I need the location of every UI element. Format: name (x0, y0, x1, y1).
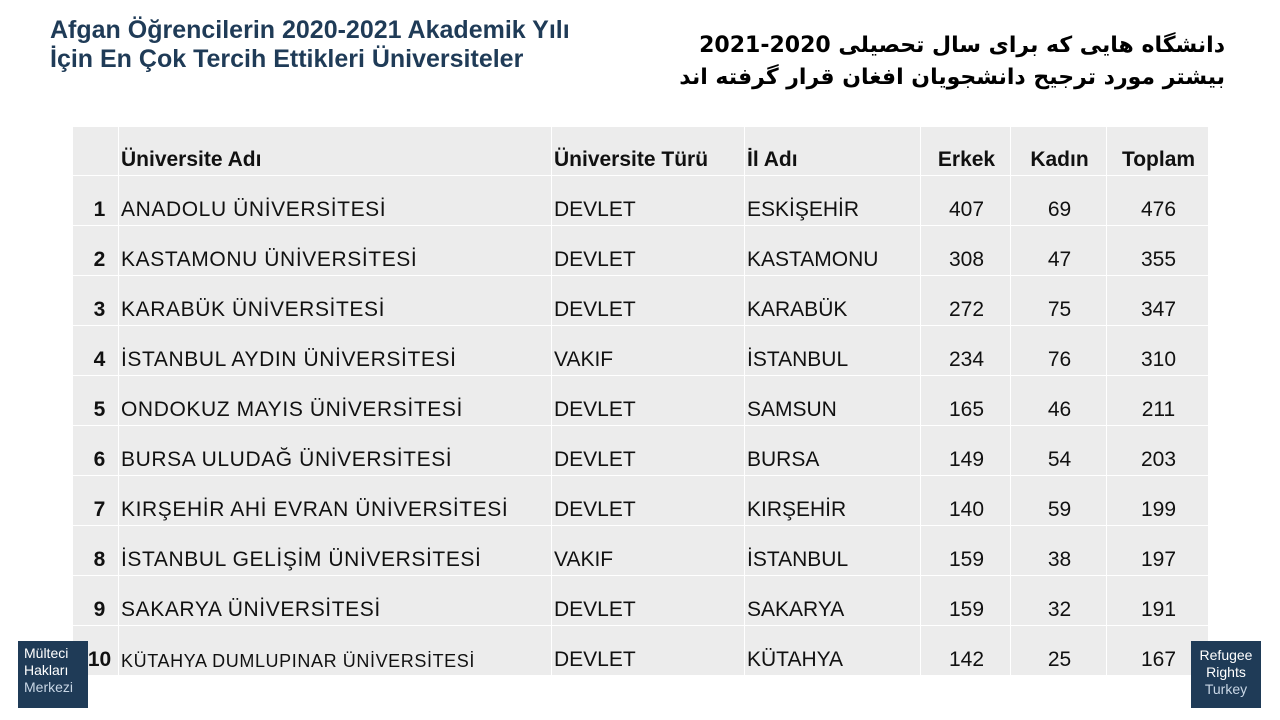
row-male: 234 (920, 325, 1011, 376)
logo-left-line-1: Mülteci (24, 645, 69, 661)
row-female: 59 (1010, 475, 1107, 526)
header-rank (72, 126, 119, 176)
row-university-type: VAKIF (551, 325, 745, 376)
row-total: 310 (1106, 325, 1209, 376)
table-header-row: Üniversite Adı Üniversite Türü İl Adı Er… (72, 126, 1209, 176)
header-total: Toplam (1106, 126, 1209, 176)
row-university-type: DEVLET (551, 575, 745, 626)
page-title-turkish: Afgan Öğrencilerin 2020-2021 Akademik Yı… (50, 16, 570, 73)
logo-right-line-2: Rights (1206, 664, 1246, 680)
row-university-type: DEVLET (551, 175, 745, 226)
row-university-name: KIRŞEHİR AHİ EVRAN ÜNİVERSİTESİ (118, 475, 552, 526)
row-total: 199 (1106, 475, 1209, 526)
row-university-type: DEVLET (551, 375, 745, 426)
logo-right-line-3: Turkey (1204, 681, 1248, 697)
row-total: 355 (1106, 225, 1209, 276)
row-rank: 3 (72, 275, 119, 326)
row-university-name: SAKARYA ÜNİVERSİTESİ (118, 575, 552, 626)
row-city: KIRŞEHİR (744, 475, 921, 526)
row-city: İSTANBUL (744, 525, 921, 576)
row-total: 211 (1106, 375, 1209, 426)
row-university-type: DEVLET (551, 625, 745, 676)
universities-table: Üniversite Adı Üniversite Türü İl Adı Er… (72, 126, 1209, 676)
header-university-name: Üniversite Adı (118, 126, 552, 176)
logo-left-line-2: Hakları (24, 662, 69, 678)
row-male: 140 (920, 475, 1011, 526)
row-city: KASTAMONU (744, 225, 921, 276)
row-total: 197 (1106, 525, 1209, 576)
row-university-name: BURSA ULUDAĞ ÜNİVERSİTESİ (118, 425, 552, 476)
table-row: 3 KARABÜK ÜNİVERSİTESİ DEVLET KARABÜK 27… (72, 275, 1209, 326)
row-rank: 7 (72, 475, 119, 526)
row-male: 407 (920, 175, 1011, 226)
header-university-type: Üniversite Türü (551, 126, 745, 176)
row-male: 149 (920, 425, 1011, 476)
row-city: BURSA (744, 425, 921, 476)
row-male: 272 (920, 275, 1011, 326)
table-row: 1 ANADOLU ÜNİVERSİTESİ DEVLET ESKİŞEHİR … (72, 175, 1209, 226)
row-female: 76 (1010, 325, 1107, 376)
row-university-type: DEVLET (551, 475, 745, 526)
table-row: 4 İSTANBUL AYDIN ÜNİVERSİTESİ VAKIF İSTA… (72, 325, 1209, 376)
row-university-type: VAKIF (551, 525, 745, 576)
header-male: Erkek (920, 126, 1011, 176)
row-rank: 9 (72, 575, 119, 626)
row-female: 54 (1010, 425, 1107, 476)
logo-multeci-haklari-merkezi: Mülteci Hakları Merkezi (18, 641, 88, 708)
table-row: 5 ONDOKUZ MAYIS ÜNİVERSİTESİ DEVLET SAMS… (72, 375, 1209, 426)
row-university-name: KARABÜK ÜNİVERSİTESİ (118, 275, 552, 326)
row-female: 38 (1010, 525, 1107, 576)
row-female: 75 (1010, 275, 1107, 326)
row-male: 159 (920, 575, 1011, 626)
row-total: 347 (1106, 275, 1209, 326)
table-row: 6 BURSA ULUDAĞ ÜNİVERSİTESİ DEVLET BURSA… (72, 425, 1209, 476)
header-city: İl Adı (744, 126, 921, 176)
row-total: 203 (1106, 425, 1209, 476)
row-total: 476 (1106, 175, 1209, 226)
row-rank: 5 (72, 375, 119, 426)
table-row: 8 İSTANBUL GELİŞİM ÜNİVERSİTESİ VAKIF İS… (72, 525, 1209, 576)
row-rank: 1 (72, 175, 119, 226)
row-rank: 4 (72, 325, 119, 376)
row-female: 46 (1010, 375, 1107, 426)
row-rank: 2 (72, 225, 119, 276)
row-male: 165 (920, 375, 1011, 426)
table-row: 7 KIRŞEHİR AHİ EVRAN ÜNİVERSİTESİ DEVLET… (72, 475, 1209, 526)
header-female: Kadın (1010, 126, 1107, 176)
page-title-persian: دانشگاه هایی که برای سال تحصیلی 2020-202… (679, 33, 1225, 90)
row-female: 47 (1010, 225, 1107, 276)
row-university-type: DEVLET (551, 225, 745, 276)
row-male: 159 (920, 525, 1011, 576)
logo-left-line-3: Merkezi (24, 679, 74, 695)
row-total: 191 (1106, 575, 1209, 626)
row-female: 32 (1010, 575, 1107, 626)
table-row: 9 SAKARYA ÜNİVERSİTESİ DEVLET SAKARYA 15… (72, 575, 1209, 626)
table-row: 10 KÜTAHYA DUMLUPINAR ÜNİVERSİTESİ DEVLE… (72, 625, 1209, 676)
row-university-type: DEVLET (551, 275, 745, 326)
row-city: KÜTAHYA (744, 625, 921, 676)
row-city: SAMSUN (744, 375, 921, 426)
row-city: SAKARYA (744, 575, 921, 626)
row-university-type: DEVLET (551, 425, 745, 476)
logo-refugee-rights-turkey: Refugee Rights Turkey (1191, 641, 1261, 708)
row-university-name: KÜTAHYA DUMLUPINAR ÜNİVERSİTESİ (118, 625, 552, 676)
row-rank: 6 (72, 425, 119, 476)
row-city: İSTANBUL (744, 325, 921, 376)
row-female: 69 (1010, 175, 1107, 226)
row-male: 308 (920, 225, 1011, 276)
row-city: KARABÜK (744, 275, 921, 326)
table-row: 2 KASTAMONU ÜNİVERSİTESİ DEVLET KASTAMON… (72, 225, 1209, 276)
row-rank: 8 (72, 525, 119, 576)
row-city: ESKİŞEHİR (744, 175, 921, 226)
row-university-name: ANADOLU ÜNİVERSİTESİ (118, 175, 552, 226)
row-university-name: KASTAMONU ÜNİVERSİTESİ (118, 225, 552, 276)
row-female: 25 (1010, 625, 1107, 676)
row-university-name: İSTANBUL GELİŞİM ÜNİVERSİTESİ (118, 525, 552, 576)
logo-right-line-1: Refugee (1199, 647, 1253, 663)
row-male: 142 (920, 625, 1011, 676)
row-university-name: İSTANBUL AYDIN ÜNİVERSİTESİ (118, 325, 552, 376)
row-university-name: ONDOKUZ MAYIS ÜNİVERSİTESİ (118, 375, 552, 426)
